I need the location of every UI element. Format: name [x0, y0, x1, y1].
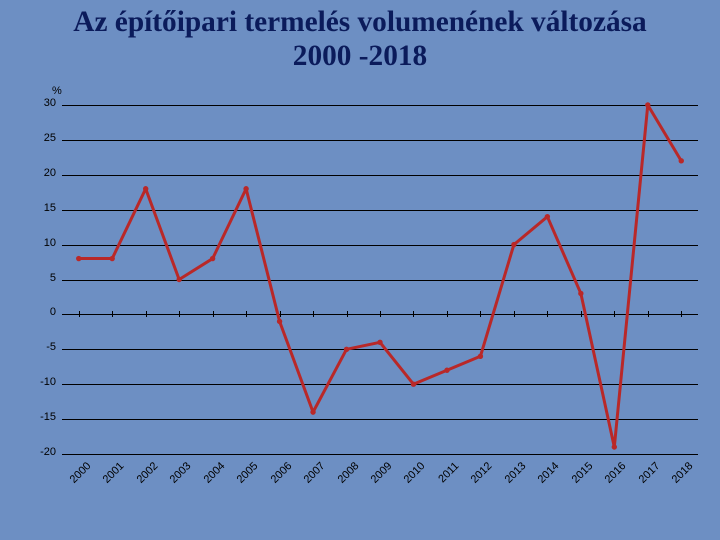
y-tick-label: -10 [24, 376, 56, 388]
y-tick-label: 0 [24, 306, 56, 318]
y-tick-label: 20 [24, 167, 56, 179]
title-line2: 2000 -2018 [293, 40, 427, 72]
data-point [176, 277, 181, 282]
data-point [243, 186, 248, 191]
data-point [277, 319, 282, 324]
x-tick-label: 2000 [61, 460, 94, 493]
data-point [545, 214, 550, 219]
data-point [344, 347, 349, 352]
y-tick-label: 25 [24, 132, 56, 144]
x-tick-label: 2017 [630, 460, 663, 493]
y-tick-label: -5 [24, 341, 56, 353]
y-tick-label: 5 [24, 272, 56, 284]
data-point [679, 158, 684, 163]
chart-title: Az építőipari termelés volumenének válto… [0, 6, 720, 73]
title-line1: Az építőipari termelés volumenének válto… [73, 6, 646, 38]
x-tick-label: 2011 [429, 460, 462, 493]
data-point [310, 409, 315, 414]
gridline [62, 454, 698, 455]
data-point [578, 291, 583, 296]
y-tick-label: -15 [24, 411, 56, 423]
data-point [411, 382, 416, 387]
x-tick-label: 2002 [128, 460, 161, 493]
line-path [79, 105, 682, 447]
x-tick-label: 2010 [395, 460, 428, 493]
x-tick-label: 2006 [262, 460, 295, 493]
y-tick-label: 15 [24, 202, 56, 214]
x-tick-label: 2013 [496, 460, 529, 493]
x-tick-label: 2016 [596, 460, 629, 493]
y-tick-label: 10 [24, 237, 56, 249]
data-point [76, 256, 81, 261]
x-tick-label: 2015 [563, 460, 596, 493]
data-point [478, 354, 483, 359]
data-series [62, 105, 698, 454]
x-tick-label: 2014 [529, 460, 562, 493]
x-tick-label: 2003 [161, 460, 194, 493]
x-tick-label: 2004 [195, 460, 228, 493]
data-point [143, 186, 148, 191]
line-chart: 302520151050-5-10-15-2020002001200220032… [62, 105, 698, 454]
data-point [511, 242, 516, 247]
x-tick-label: 2018 [663, 460, 696, 493]
y-axis-label: % [52, 85, 62, 97]
x-tick-label: 2012 [462, 460, 495, 493]
data-point [110, 256, 115, 261]
y-tick-label: 30 [24, 97, 56, 109]
x-tick-label: 2001 [94, 460, 127, 493]
data-point [645, 102, 650, 107]
x-tick-label: 2008 [328, 460, 361, 493]
data-point [377, 340, 382, 345]
data-point [612, 444, 617, 449]
data-point [444, 368, 449, 373]
y-tick-label: -20 [24, 446, 56, 458]
x-tick-label: 2007 [295, 460, 328, 493]
data-point [210, 256, 215, 261]
x-tick-label: 2009 [362, 460, 395, 493]
x-tick-label: 2005 [228, 460, 261, 493]
